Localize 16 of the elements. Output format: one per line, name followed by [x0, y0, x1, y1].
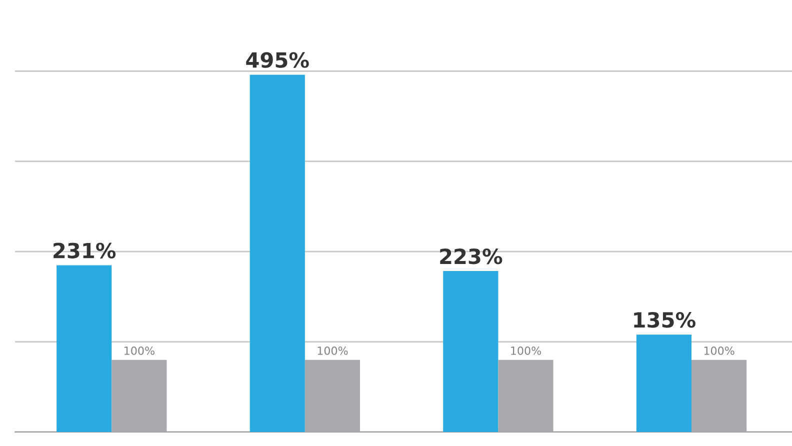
bar: [636, 334, 692, 432]
bar: [250, 74, 305, 432]
bar: [112, 360, 167, 432]
data-label: 231%: [54, 242, 116, 258]
data-label: 223%: [440, 248, 502, 264]
data-label: 100%: [704, 346, 734, 355]
data-label: 100%: [318, 346, 348, 355]
bar: [304, 360, 360, 432]
data-label: 135%: [634, 312, 696, 328]
bar: [56, 265, 112, 432]
data-label: 100%: [124, 346, 154, 355]
bar: [443, 271, 498, 432]
data-label: 495%: [246, 52, 309, 68]
bar: [498, 360, 554, 432]
data-label: 100%: [511, 346, 542, 355]
bar: [691, 360, 747, 432]
